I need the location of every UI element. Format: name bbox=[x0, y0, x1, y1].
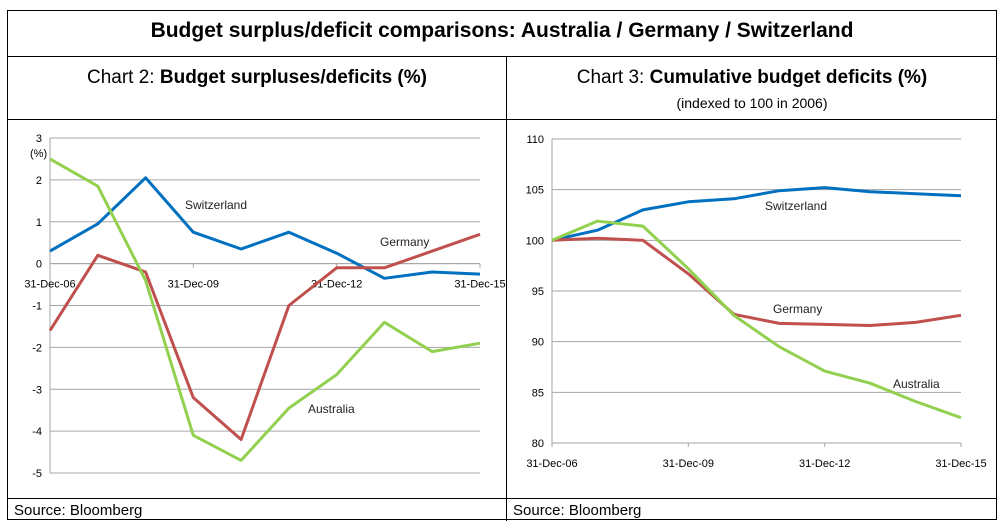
x-tick-label: 31-Dec-09 bbox=[168, 279, 219, 291]
y-tick-label: 80 bbox=[532, 438, 544, 450]
series-label-australia: Australia bbox=[308, 402, 355, 416]
y-tick-label: -1 bbox=[32, 301, 42, 313]
series-label-australia: Australia bbox=[893, 377, 940, 391]
y-tick-label: 110 bbox=[526, 134, 544, 146]
source-left: Source: Bloomberg bbox=[14, 502, 143, 519]
chart3-title: Chart 3: Cumulative budget deficits (%) bbox=[507, 67, 997, 89]
y-tick-label: 3 bbox=[36, 133, 42, 145]
series-label-switzerland: Switzerland bbox=[765, 199, 827, 213]
x-tick-label: 31-Dec-06 bbox=[526, 458, 577, 470]
y-tick-label: -5 bbox=[32, 468, 42, 480]
chart3-title-text: Cumulative budget deficits (%) bbox=[649, 67, 928, 88]
chart2-title: Chart 2: Budget surpluses/deficits (%) bbox=[8, 67, 506, 89]
y-tick-label: -3 bbox=[32, 384, 42, 396]
y-tick-label: 105 bbox=[526, 185, 544, 197]
series-label-germany: Germany bbox=[773, 302, 822, 316]
y-tick-label: 1 bbox=[36, 217, 42, 229]
chart2-title-text: Budget surpluses/deficits (%) bbox=[159, 67, 427, 88]
divider bbox=[506, 56, 507, 521]
chart3-prefix: Chart 3: bbox=[576, 67, 650, 88]
series-label-germany: Germany bbox=[380, 235, 429, 249]
series-line-australia bbox=[49, 157, 481, 462]
divider bbox=[8, 498, 996, 499]
y-tick-label: -2 bbox=[32, 342, 42, 354]
main-title: Budget surplus/deficit comparisons: Aust… bbox=[150, 19, 854, 42]
y-tick-label: 90 bbox=[532, 337, 544, 349]
series-line-germany bbox=[48, 232, 481, 441]
divider bbox=[8, 119, 996, 120]
y-tick-label: 2 bbox=[36, 175, 42, 187]
series-line-switzerland bbox=[49, 176, 481, 280]
series-line-germany bbox=[551, 236, 962, 327]
y-tick-label: 100 bbox=[526, 235, 544, 247]
series-line-switzerland bbox=[551, 186, 962, 242]
chart3-subtitle: (indexed to 100 in 2006) bbox=[676, 95, 828, 111]
y-axis-unit: (%) bbox=[30, 148, 47, 160]
series-line-australia bbox=[551, 219, 962, 420]
y-tick-label: 0 bbox=[36, 259, 42, 271]
x-tick-label: 31-Dec-06 bbox=[24, 279, 75, 291]
divider bbox=[8, 56, 996, 57]
x-tick-label: 31-Dec-09 bbox=[663, 458, 714, 470]
x-tick-label: 31-Dec-15 bbox=[454, 279, 505, 291]
series-label-switzerland: Switzerland bbox=[185, 198, 247, 212]
x-tick-label: 31-Dec-15 bbox=[935, 458, 986, 470]
source-right: Source: Bloomberg bbox=[513, 502, 642, 519]
x-tick-label: 31-Dec-12 bbox=[311, 279, 362, 291]
y-tick-label: -4 bbox=[32, 426, 42, 438]
y-tick-label: 85 bbox=[532, 387, 544, 399]
figure-frame: Budget surplus/deficit comparisons: Aust… bbox=[7, 10, 997, 521]
chart2-prefix: Chart 2: bbox=[87, 67, 160, 88]
x-tick-label: 31-Dec-12 bbox=[799, 458, 850, 470]
y-tick-label: 95 bbox=[532, 286, 544, 298]
